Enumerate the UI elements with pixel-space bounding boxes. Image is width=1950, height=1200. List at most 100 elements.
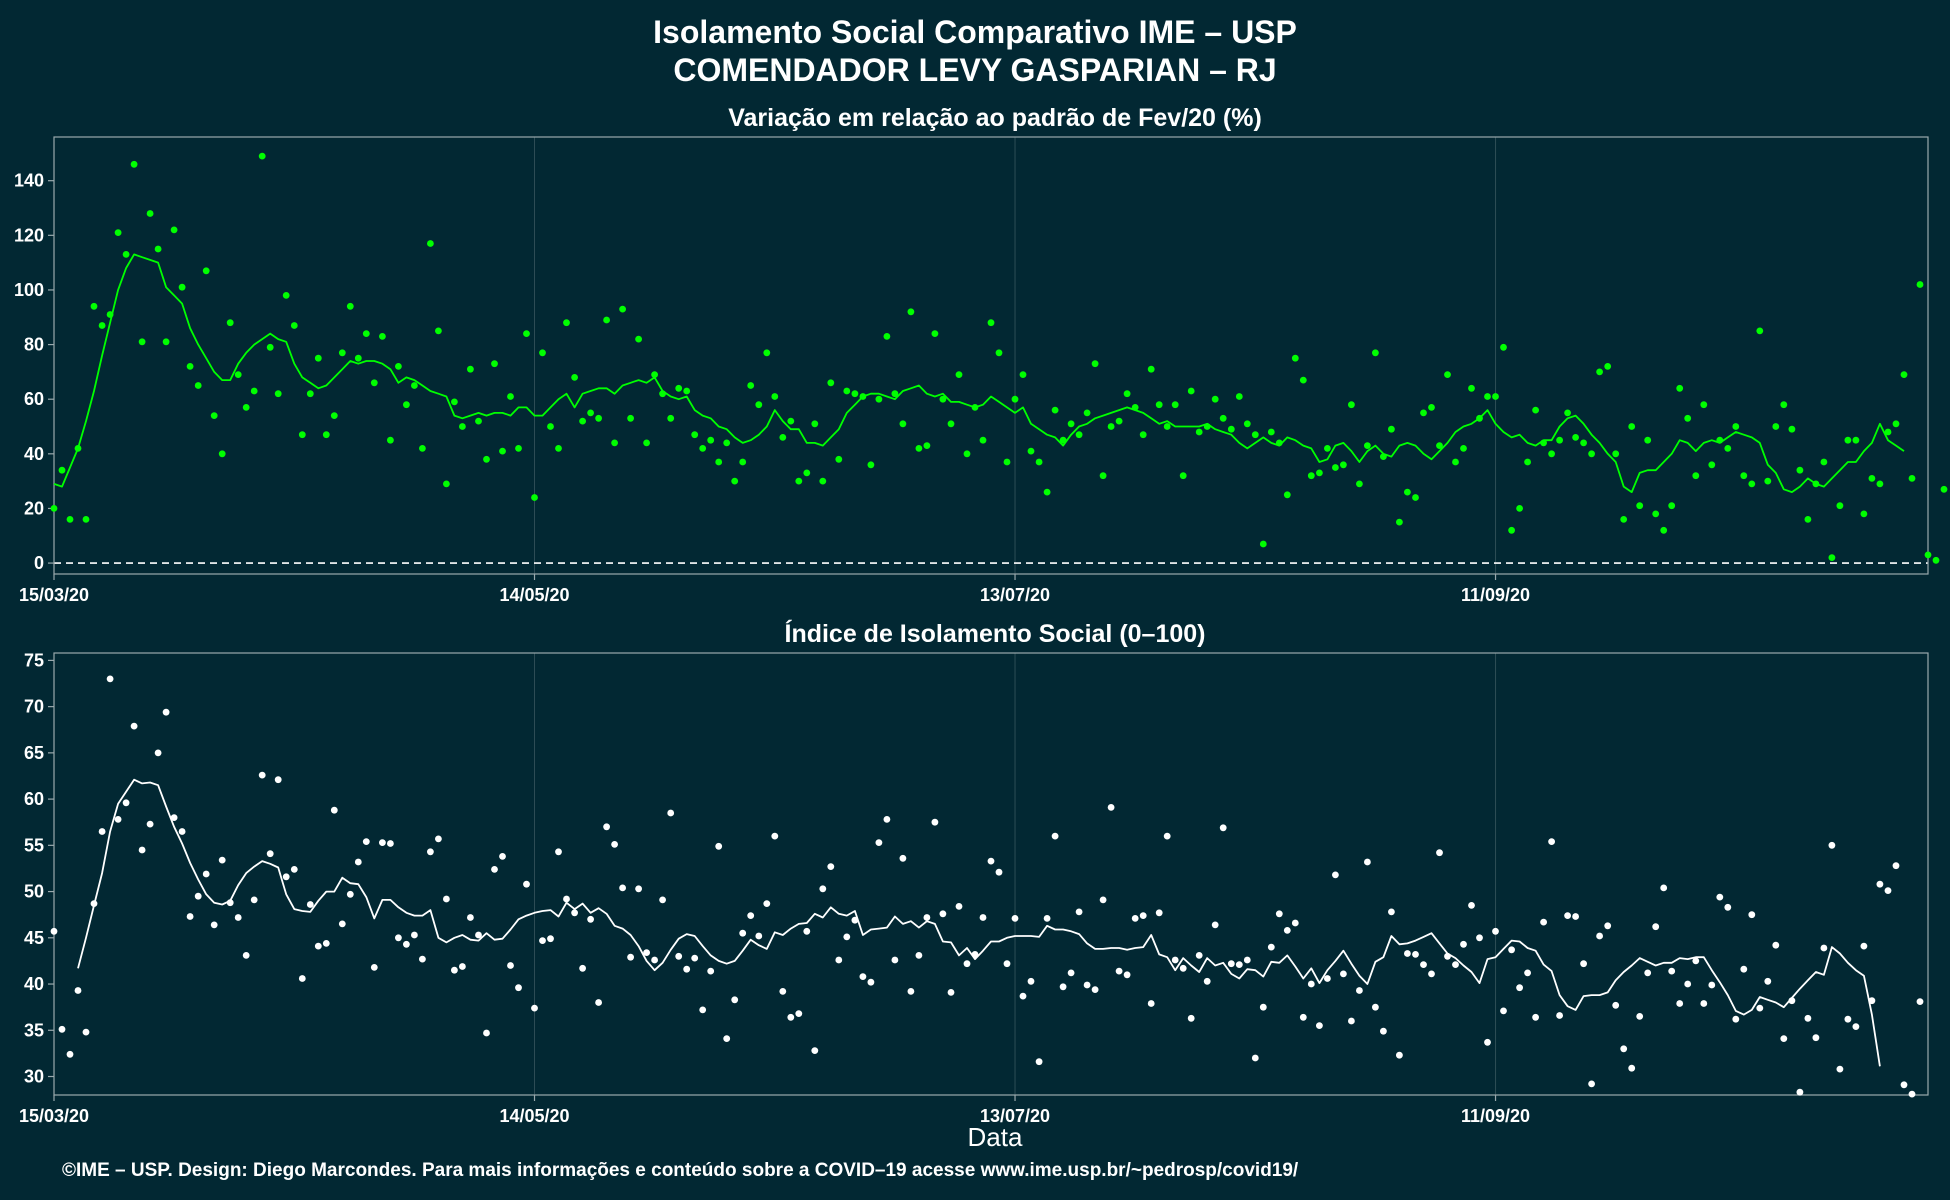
daily-point (1756, 327, 1764, 335)
daily-point (683, 965, 691, 973)
daily-point (947, 989, 955, 996)
daily-point (242, 404, 250, 411)
daily-point (1636, 1013, 1644, 1020)
daily-point (1171, 401, 1179, 409)
daily-point (194, 382, 202, 389)
daily-point (1179, 472, 1187, 480)
daily-point (1884, 887, 1892, 894)
daily-point (194, 892, 202, 900)
daily-point (1203, 977, 1211, 985)
y-tick-label: 40 (24, 974, 44, 994)
daily-point (1187, 387, 1195, 395)
y-tick-label: 120 (14, 225, 44, 245)
daily-point (659, 390, 666, 398)
daily-point (547, 935, 554, 943)
daily-point (274, 390, 282, 398)
daily-point (250, 896, 258, 904)
daily-point (1436, 442, 1443, 449)
daily-point (1324, 975, 1331, 982)
daily-point (346, 890, 354, 898)
daily-point (1027, 977, 1035, 985)
daily-point (122, 799, 130, 807)
daily-point (475, 931, 482, 939)
daily-point (354, 858, 362, 866)
daily-point (579, 964, 586, 972)
daily-point (1820, 944, 1828, 952)
daily-point (1243, 420, 1251, 428)
daily-point (1612, 1001, 1620, 1009)
x-tick-label: 14/05/20 (499, 585, 569, 605)
daily-point (82, 516, 90, 523)
daily-point (1764, 477, 1772, 485)
daily-point (1580, 960, 1587, 968)
daily-point (1540, 439, 1547, 447)
daily-point (1428, 970, 1435, 978)
daily-point (1099, 896, 1107, 904)
daily-point (130, 722, 138, 730)
daily-point (1556, 436, 1563, 444)
daily-point (1155, 401, 1163, 409)
daily-point (803, 469, 811, 477)
daily-point (1908, 475, 1916, 482)
daily-point (1780, 401, 1788, 409)
daily-point (1316, 469, 1323, 477)
daily-point (603, 823, 610, 831)
daily-point (667, 809, 675, 817)
daily-point (186, 913, 194, 920)
daily-point (651, 371, 658, 378)
daily-point (1660, 884, 1668, 892)
daily-point (923, 442, 931, 449)
daily-point (915, 952, 923, 959)
chart-title-location: COMENDADOR LEVY GASPARIAN – RJ (673, 52, 1277, 88)
daily-point (234, 371, 242, 378)
daily-point (106, 675, 114, 683)
daily-point (1299, 1013, 1307, 1021)
daily-point (1307, 472, 1315, 480)
daily-point (675, 384, 683, 392)
daily-point (571, 374, 578, 381)
daily-point (1484, 1038, 1491, 1046)
daily-point (955, 903, 963, 910)
daily-point (1692, 472, 1700, 480)
daily-point (987, 857, 995, 865)
daily-point (1524, 458, 1531, 466)
moving-average-line (77, 778, 1881, 1067)
panel2-isolation-index-plot: 30 35 40 45 50 55 60 65 70 75 15/03/20 14/05/20 13/0… (19, 650, 1929, 1126)
daily-point (1684, 414, 1692, 422)
daily-point (931, 330, 939, 337)
daily-point (210, 921, 218, 929)
daily-point (435, 327, 442, 335)
daily-point (362, 330, 370, 337)
y-tick-label: 35 (24, 1020, 44, 1040)
y-tick-label: 140 (14, 171, 44, 191)
daily-point (1275, 439, 1283, 447)
daily-point (1716, 893, 1724, 901)
daily-point (1484, 393, 1491, 400)
daily-point (579, 417, 586, 425)
daily-point (667, 414, 675, 422)
daily-point (387, 436, 394, 444)
y-tick-label: 75 (24, 650, 44, 670)
daily-point (1067, 969, 1075, 977)
daily-point (539, 937, 546, 944)
daily-point (1259, 1003, 1267, 1011)
daily-point (1476, 934, 1483, 942)
daily-point (1676, 384, 1684, 392)
daily-point (1324, 445, 1331, 452)
daily-point (314, 354, 322, 362)
daily-point (218, 450, 226, 458)
daily-point (651, 956, 658, 964)
daily-point (1868, 475, 1876, 482)
daily-point (707, 436, 715, 444)
daily-point (1348, 401, 1355, 409)
daily-point (1548, 450, 1555, 458)
daily-point (186, 363, 194, 370)
daily-point (1075, 908, 1083, 916)
x-tick-label: 14/05/20 (499, 1106, 569, 1126)
daily-point (1668, 967, 1676, 975)
daily-point (795, 1010, 803, 1017)
daily-point (58, 1025, 66, 1033)
daily-point (1532, 406, 1539, 414)
daily-point (154, 749, 162, 757)
daily-point (491, 866, 498, 873)
